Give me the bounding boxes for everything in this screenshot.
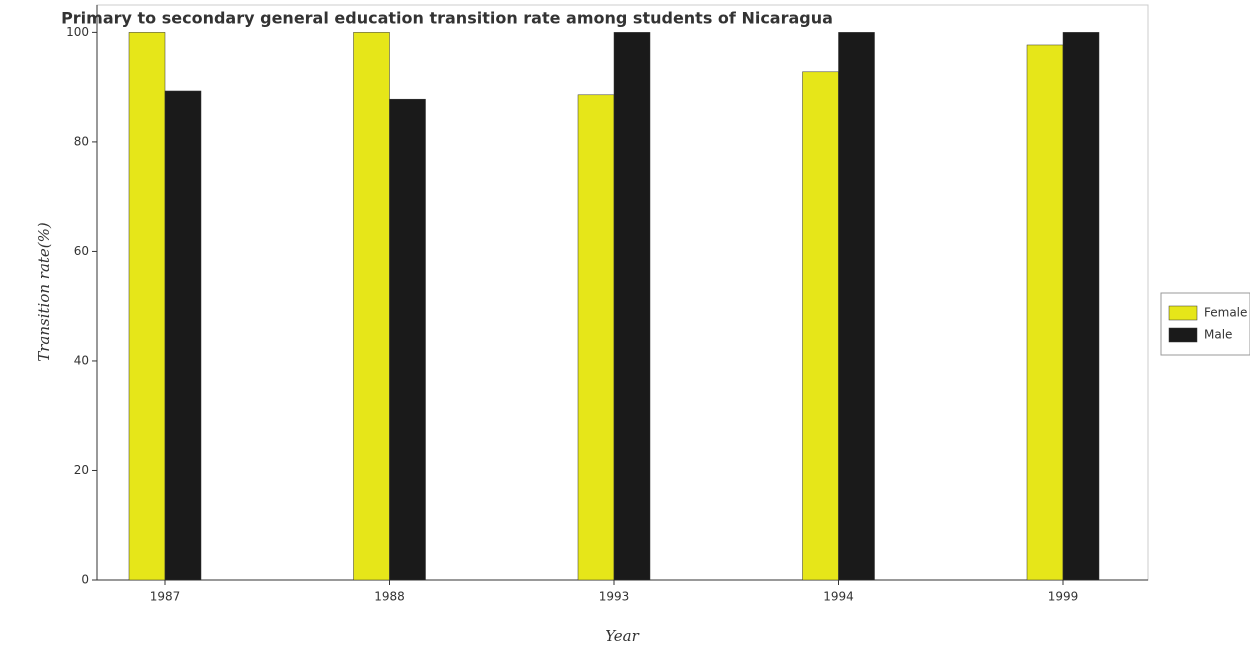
bar (128, 32, 166, 581)
y-tick-label: 60 (74, 244, 89, 258)
x-tick-label: 1994 (823, 590, 854, 604)
bar (1026, 44, 1064, 581)
bar (164, 90, 202, 581)
x-tick-label: 1987 (150, 590, 181, 604)
bar (802, 71, 839, 581)
legend-swatch (1168, 305, 1198, 321)
chart-title: Primary to secondary general education t… (61, 9, 833, 28)
y-tick-label: 100 (66, 25, 89, 39)
bar (577, 94, 615, 581)
x-tick-label: 1988 (374, 590, 405, 604)
bar (613, 32, 651, 581)
y-tick-label: 40 (74, 353, 89, 367)
x-axis-label: Year (605, 627, 639, 645)
x-tick-label: 1999 (1048, 590, 1079, 604)
legend-swatch (1168, 327, 1198, 343)
legend-label: Male (1204, 328, 1232, 342)
bar (838, 32, 875, 581)
x-tick-label: 1993 (599, 590, 630, 604)
bar (389, 98, 426, 581)
legend-box (1160, 292, 1250, 356)
y-tick-label: 80 (74, 134, 89, 148)
bar (353, 32, 390, 581)
y-axis-label: Transition rate(%) (35, 222, 53, 362)
y-tick-label: 0 (81, 573, 89, 587)
legend-label: Female (1204, 306, 1247, 320)
bar (1062, 32, 1100, 581)
y-tick-label: 20 (74, 463, 89, 477)
